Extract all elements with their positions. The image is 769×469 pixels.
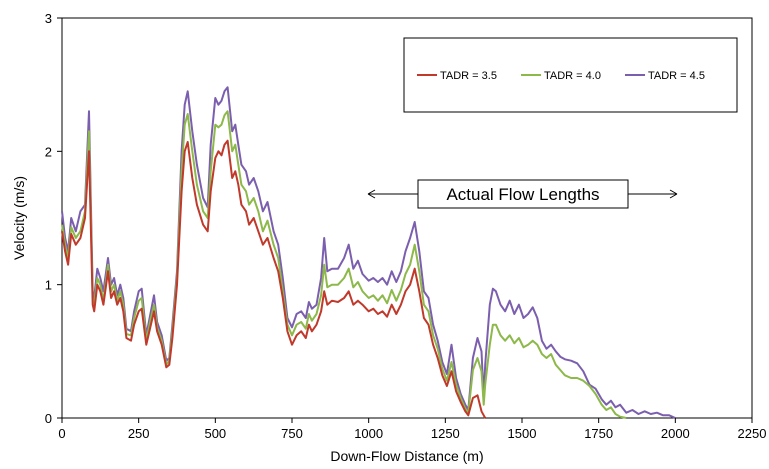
x-tick-label: 250 xyxy=(128,426,150,441)
x-tick-label: 0 xyxy=(58,426,65,441)
y-tick-label: 3 xyxy=(45,11,52,26)
legend-label-tadr-4-0: TADR = 4.0 xyxy=(544,70,601,82)
series-line-tadr-4-0 xyxy=(61,110,627,419)
x-tick-label: 1750 xyxy=(584,426,613,441)
x-tick-label: 1250 xyxy=(431,426,460,441)
legend: TADR = 3.5 TADR = 4.0 TADR = 4.5 xyxy=(403,37,738,113)
annotation-box xyxy=(417,179,629,209)
legend-box xyxy=(403,37,738,113)
x-tick-label: 2250 xyxy=(738,426,767,441)
x-tick-label: 2000 xyxy=(661,426,690,441)
x-tick-label: 500 xyxy=(204,426,226,441)
series-layer xyxy=(61,86,676,419)
annotation-arrow-left-head xyxy=(367,189,376,199)
y-tick-label: 2 xyxy=(45,144,52,159)
y-tick-label: 1 xyxy=(45,278,52,293)
tick-layer: 0 250 500 750 1000 1250 1500 1750 2000 2250 0 1 2 3 xyxy=(45,11,767,441)
series-line-tadr-3-5 xyxy=(61,139,487,419)
legend-label-tadr-4-5: TADR = 4.5 xyxy=(648,70,705,82)
x-axis-title: Down-Flow Distance (m) xyxy=(330,448,483,464)
annotation-label: Actual Flow Lengths xyxy=(446,185,599,204)
y-axis-title: Velocity (m/s) xyxy=(11,176,27,260)
y-tick-label: 0 xyxy=(45,411,52,426)
flow-length-annotation: Actual Flow Lengths xyxy=(367,179,678,209)
x-tick-label: 1000 xyxy=(354,426,383,441)
annotation-arrow-right-head xyxy=(669,189,678,199)
x-tick-label: 1500 xyxy=(508,426,537,441)
x-tick-label: 750 xyxy=(281,426,303,441)
legend-label-tadr-3-5: TADR = 3.5 xyxy=(440,70,497,82)
